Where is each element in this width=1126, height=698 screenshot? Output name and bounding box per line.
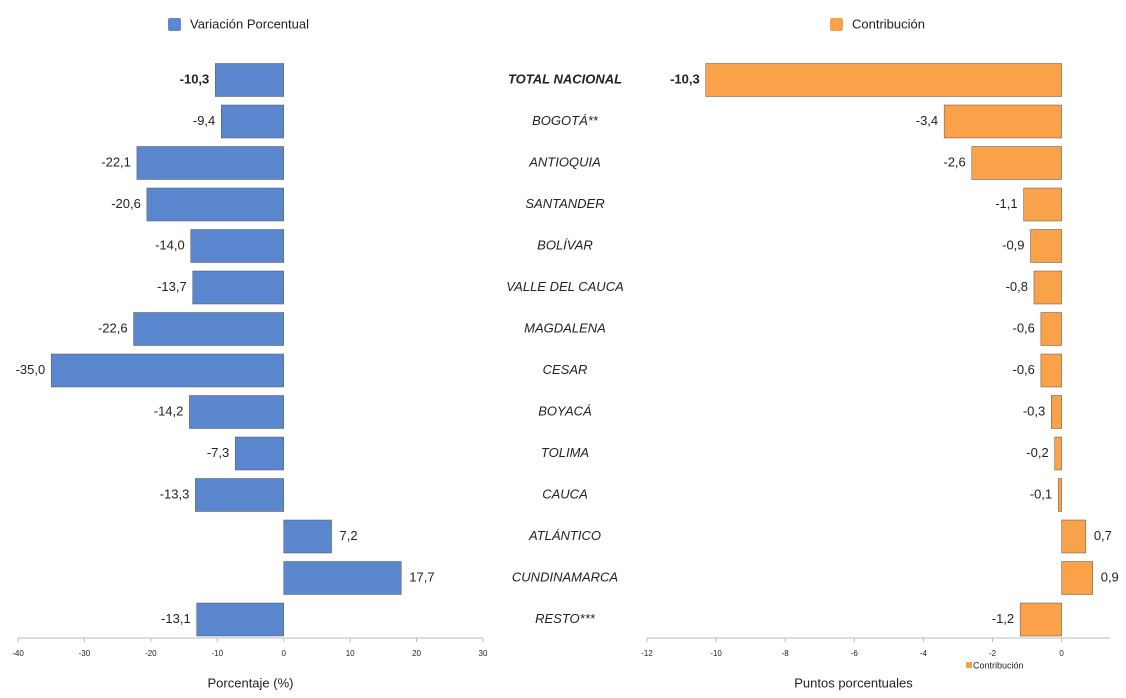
x-tick-label: -20: [145, 649, 157, 658]
x-tick-label: 20: [412, 649, 421, 658]
bar: [1040, 353, 1062, 388]
category-label: TOLIMA: [541, 445, 589, 460]
value-label: -20,6: [111, 196, 141, 211]
legend-label: Variación Porcentual: [190, 16, 309, 31]
value-label: -14,0: [155, 237, 185, 252]
category-label: CESAR: [543, 362, 588, 377]
bar: [1054, 436, 1062, 471]
x-tick-label: -2: [989, 649, 997, 658]
bar: [146, 187, 284, 222]
category-label: ANTIOQUIA: [528, 154, 601, 169]
value-label: -13,7: [157, 279, 187, 294]
bar: [1019, 602, 1062, 637]
value-label: -22,1: [101, 154, 131, 169]
x-tick-label: -8: [782, 649, 790, 658]
bar: [234, 436, 284, 471]
x-axis-label: Puntos porcentuales: [794, 675, 913, 690]
bar: [195, 478, 284, 512]
value-label: -9,4: [193, 113, 215, 128]
x-tick-label: -10: [710, 649, 722, 658]
value-label: -1,2: [992, 611, 1014, 626]
value-label: -0,6: [1012, 362, 1034, 377]
bar: [1030, 229, 1062, 263]
bar: [196, 602, 284, 637]
legend-label: Contribución: [852, 16, 925, 31]
x-tick-label: 10: [346, 649, 355, 658]
value-label: -0,2: [1026, 445, 1048, 460]
category-label: TOTAL NACIONAL: [508, 71, 622, 86]
value-label: -14,2: [154, 403, 184, 418]
bar: [1033, 270, 1062, 305]
value-label: -10,3: [670, 71, 700, 86]
value-label: -0,8: [1006, 279, 1028, 294]
bar: [133, 312, 284, 346]
value-label: -35,0: [16, 362, 46, 377]
value-label: 17,7: [409, 569, 434, 584]
x-tick-label: -10: [212, 649, 224, 658]
bar: [221, 104, 284, 139]
value-label: -10,3: [180, 71, 210, 86]
category-label: VALLE DEL CAUCA: [506, 279, 624, 294]
bar: [283, 561, 402, 595]
legend-label: Contribución: [973, 660, 1024, 670]
category-label: ATLÁNTICO: [528, 528, 601, 543]
bar: [215, 63, 284, 97]
value-label: -0,1: [1030, 486, 1052, 501]
category-label: RESTO***: [535, 611, 596, 626]
category-label: CUNDINAMARCA: [512, 569, 618, 584]
value-label: -1,1: [995, 196, 1017, 211]
bar: [1057, 478, 1062, 512]
x-tick-label: -12: [641, 649, 653, 658]
bar: [1061, 519, 1087, 554]
category-label: CAUCA: [542, 486, 588, 501]
category-label: BOGOTÁ**: [532, 113, 599, 128]
value-label: 0,7: [1094, 528, 1112, 543]
category-label: BOYACÁ: [538, 403, 592, 418]
bar: [971, 146, 1062, 180]
value-label: -2,6: [943, 154, 965, 169]
bar: [190, 229, 284, 263]
x-tick-label: 0: [1059, 649, 1064, 658]
bar: [189, 395, 284, 429]
legend-swatch: [830, 18, 843, 31]
x-tick-label: 0: [281, 649, 286, 658]
value-label: -13,3: [160, 486, 190, 501]
x-tick-label: 30: [479, 649, 488, 658]
x-tick-label: -40: [12, 649, 24, 658]
bar: [1040, 312, 1062, 346]
value-label: -0,9: [1002, 237, 1024, 252]
x-tick-label: -30: [79, 649, 91, 658]
category-label: BOLÍVAR: [537, 237, 593, 252]
bar: [136, 146, 284, 180]
bar: [283, 519, 332, 554]
value-label: -0,6: [1012, 320, 1034, 335]
category-label: SANTANDER: [525, 196, 604, 211]
x-tick-label: -6: [851, 649, 859, 658]
category-label: MAGDALENA: [524, 320, 606, 335]
bar: [1023, 187, 1062, 222]
x-tick-label: -4: [920, 649, 928, 658]
bar: [1051, 395, 1062, 429]
bar: [50, 353, 284, 388]
value-label: -3,4: [916, 113, 938, 128]
bar: [192, 270, 284, 305]
legend-swatch: [966, 662, 972, 668]
value-label: -7,3: [207, 445, 229, 460]
bar: [943, 104, 1062, 139]
value-label: -22,6: [98, 320, 128, 335]
value-label: -0,3: [1023, 403, 1045, 418]
bar: [705, 63, 1062, 97]
value-label: -13,1: [161, 611, 191, 626]
bar: [1061, 561, 1093, 595]
value-label: 7,2: [340, 528, 358, 543]
x-axis-label: Porcentaje (%): [208, 675, 294, 690]
legend-swatch: [168, 18, 181, 31]
value-label: 0,9: [1101, 569, 1119, 584]
